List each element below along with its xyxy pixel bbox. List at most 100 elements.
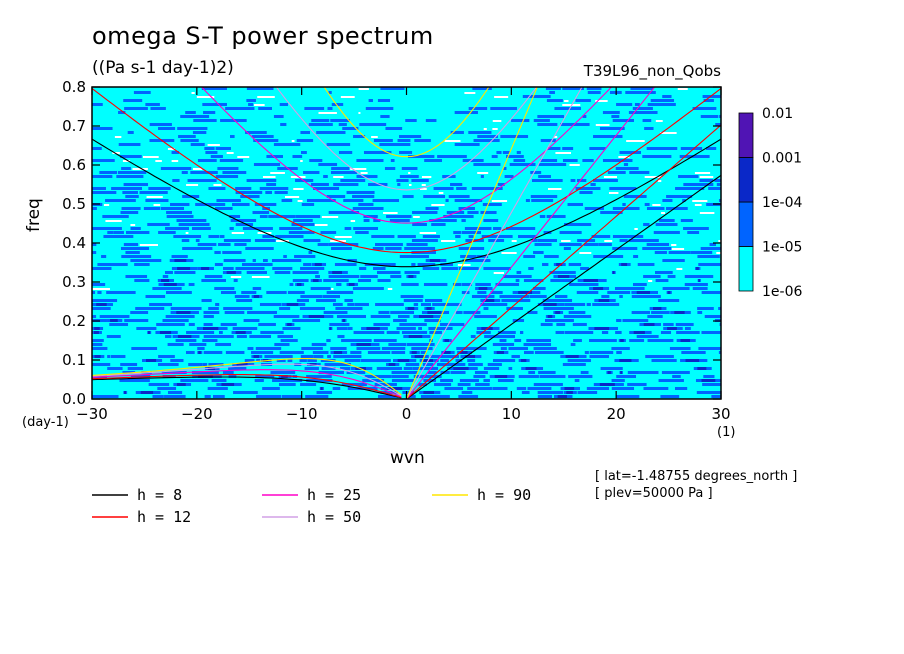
field-cell: [363, 151, 392, 154]
field-cell: [696, 267, 699, 270]
field-cell: [495, 283, 520, 286]
field-cell: [222, 251, 242, 254]
field-cell: [667, 327, 677, 330]
field-cell: [568, 375, 593, 378]
dispersion-curve-1-1: [92, 87, 721, 254]
field-cell: [180, 379, 209, 382]
field-cell: [549, 91, 555, 94]
field-cell: [631, 311, 650, 314]
field-cell: [356, 159, 384, 162]
y-tick-label: 0.2: [62, 312, 86, 330]
field-cell: [701, 331, 721, 334]
field-cell: [698, 263, 721, 266]
field-cell: [555, 311, 561, 314]
field-cell: [245, 247, 274, 250]
field-cell: [671, 244, 677, 246]
field-cell: [313, 187, 340, 190]
field-cell: [509, 163, 536, 166]
field-cell: [307, 359, 317, 362]
field-cell: [159, 331, 172, 334]
dispersion-curve-0-0: [406, 174, 721, 399]
field-cell: [444, 387, 464, 390]
field-cell: [632, 107, 653, 110]
field-cell: [220, 119, 247, 122]
field-cell: [411, 179, 429, 182]
field-cell: [346, 371, 366, 374]
field-cell: [440, 359, 449, 362]
field-cell: [480, 175, 484, 178]
field-cell: [214, 263, 223, 266]
field-cell: [401, 331, 428, 334]
field-cell: [644, 203, 650, 206]
field-cell: [633, 255, 639, 258]
field-cell: [643, 387, 669, 390]
field-cell: [453, 367, 469, 370]
field-cell: [354, 303, 369, 306]
field-cell: [359, 267, 367, 270]
field-cell: [697, 307, 714, 310]
field-cell: [328, 91, 332, 94]
field-cell: [429, 331, 442, 334]
field-cell: [537, 391, 563, 394]
field-cell: [497, 183, 505, 186]
field-cell: [249, 335, 272, 338]
field-cell: [356, 343, 371, 346]
field-cell: [655, 120, 663, 122]
field-cell: [518, 375, 539, 378]
field-cell: [402, 195, 414, 198]
field-cell: [124, 391, 126, 394]
field-cell: [658, 379, 684, 382]
field-cell: [193, 119, 217, 122]
field-cell: [568, 311, 586, 314]
field-cell: [320, 387, 323, 390]
field-cell: [365, 107, 394, 110]
colorbar-swatch: [738, 201, 754, 247]
field-cell: [336, 327, 348, 330]
field-cell: [92, 147, 102, 150]
field-cell: [373, 267, 386, 270]
field-cell: [674, 311, 685, 314]
field-cell: [555, 331, 565, 334]
field-cell: [619, 295, 623, 298]
field-cell: [464, 355, 476, 358]
field-cell: [454, 199, 483, 202]
legend-label: h = 8: [137, 486, 182, 504]
latitude-info: [ lat=-1.48755 degrees_north ]: [595, 469, 798, 484]
field-cell: [539, 375, 566, 378]
field-cell: [230, 219, 257, 222]
field-cell: [372, 247, 384, 250]
field-cell: [506, 155, 524, 158]
field-cell: [601, 295, 610, 298]
field-cell: [525, 199, 530, 202]
field-cell: [109, 323, 129, 326]
field-cell: [494, 375, 508, 378]
field-cell: [642, 119, 652, 122]
field-cell: [583, 279, 598, 282]
field-cell: [523, 351, 534, 354]
field-cell: [300, 267, 325, 270]
field-cell: [699, 176, 714, 178]
field-cell: [148, 383, 170, 386]
field-cell: [643, 275, 661, 278]
field-cell: [101, 255, 107, 258]
field-cell: [575, 99, 591, 102]
field-cell: [421, 176, 432, 178]
field-cell: [718, 307, 721, 310]
field-cell: [164, 395, 186, 398]
field-cell: [690, 251, 713, 254]
field-cell: [291, 140, 295, 142]
field-cell: [568, 263, 582, 266]
field-cell: [146, 196, 163, 198]
field-cell: [176, 383, 186, 386]
field-cell: [643, 323, 655, 326]
field-cell: [324, 363, 351, 366]
field-cell: [564, 387, 575, 390]
field-cell: [420, 303, 432, 306]
field-cell: [537, 115, 565, 118]
field-cell: [454, 143, 480, 146]
field-cell: [461, 291, 470, 294]
field-cell: [419, 188, 427, 190]
field-cell: [220, 291, 237, 294]
field-cell: [457, 264, 471, 266]
legend-label: h = 25: [307, 486, 361, 504]
